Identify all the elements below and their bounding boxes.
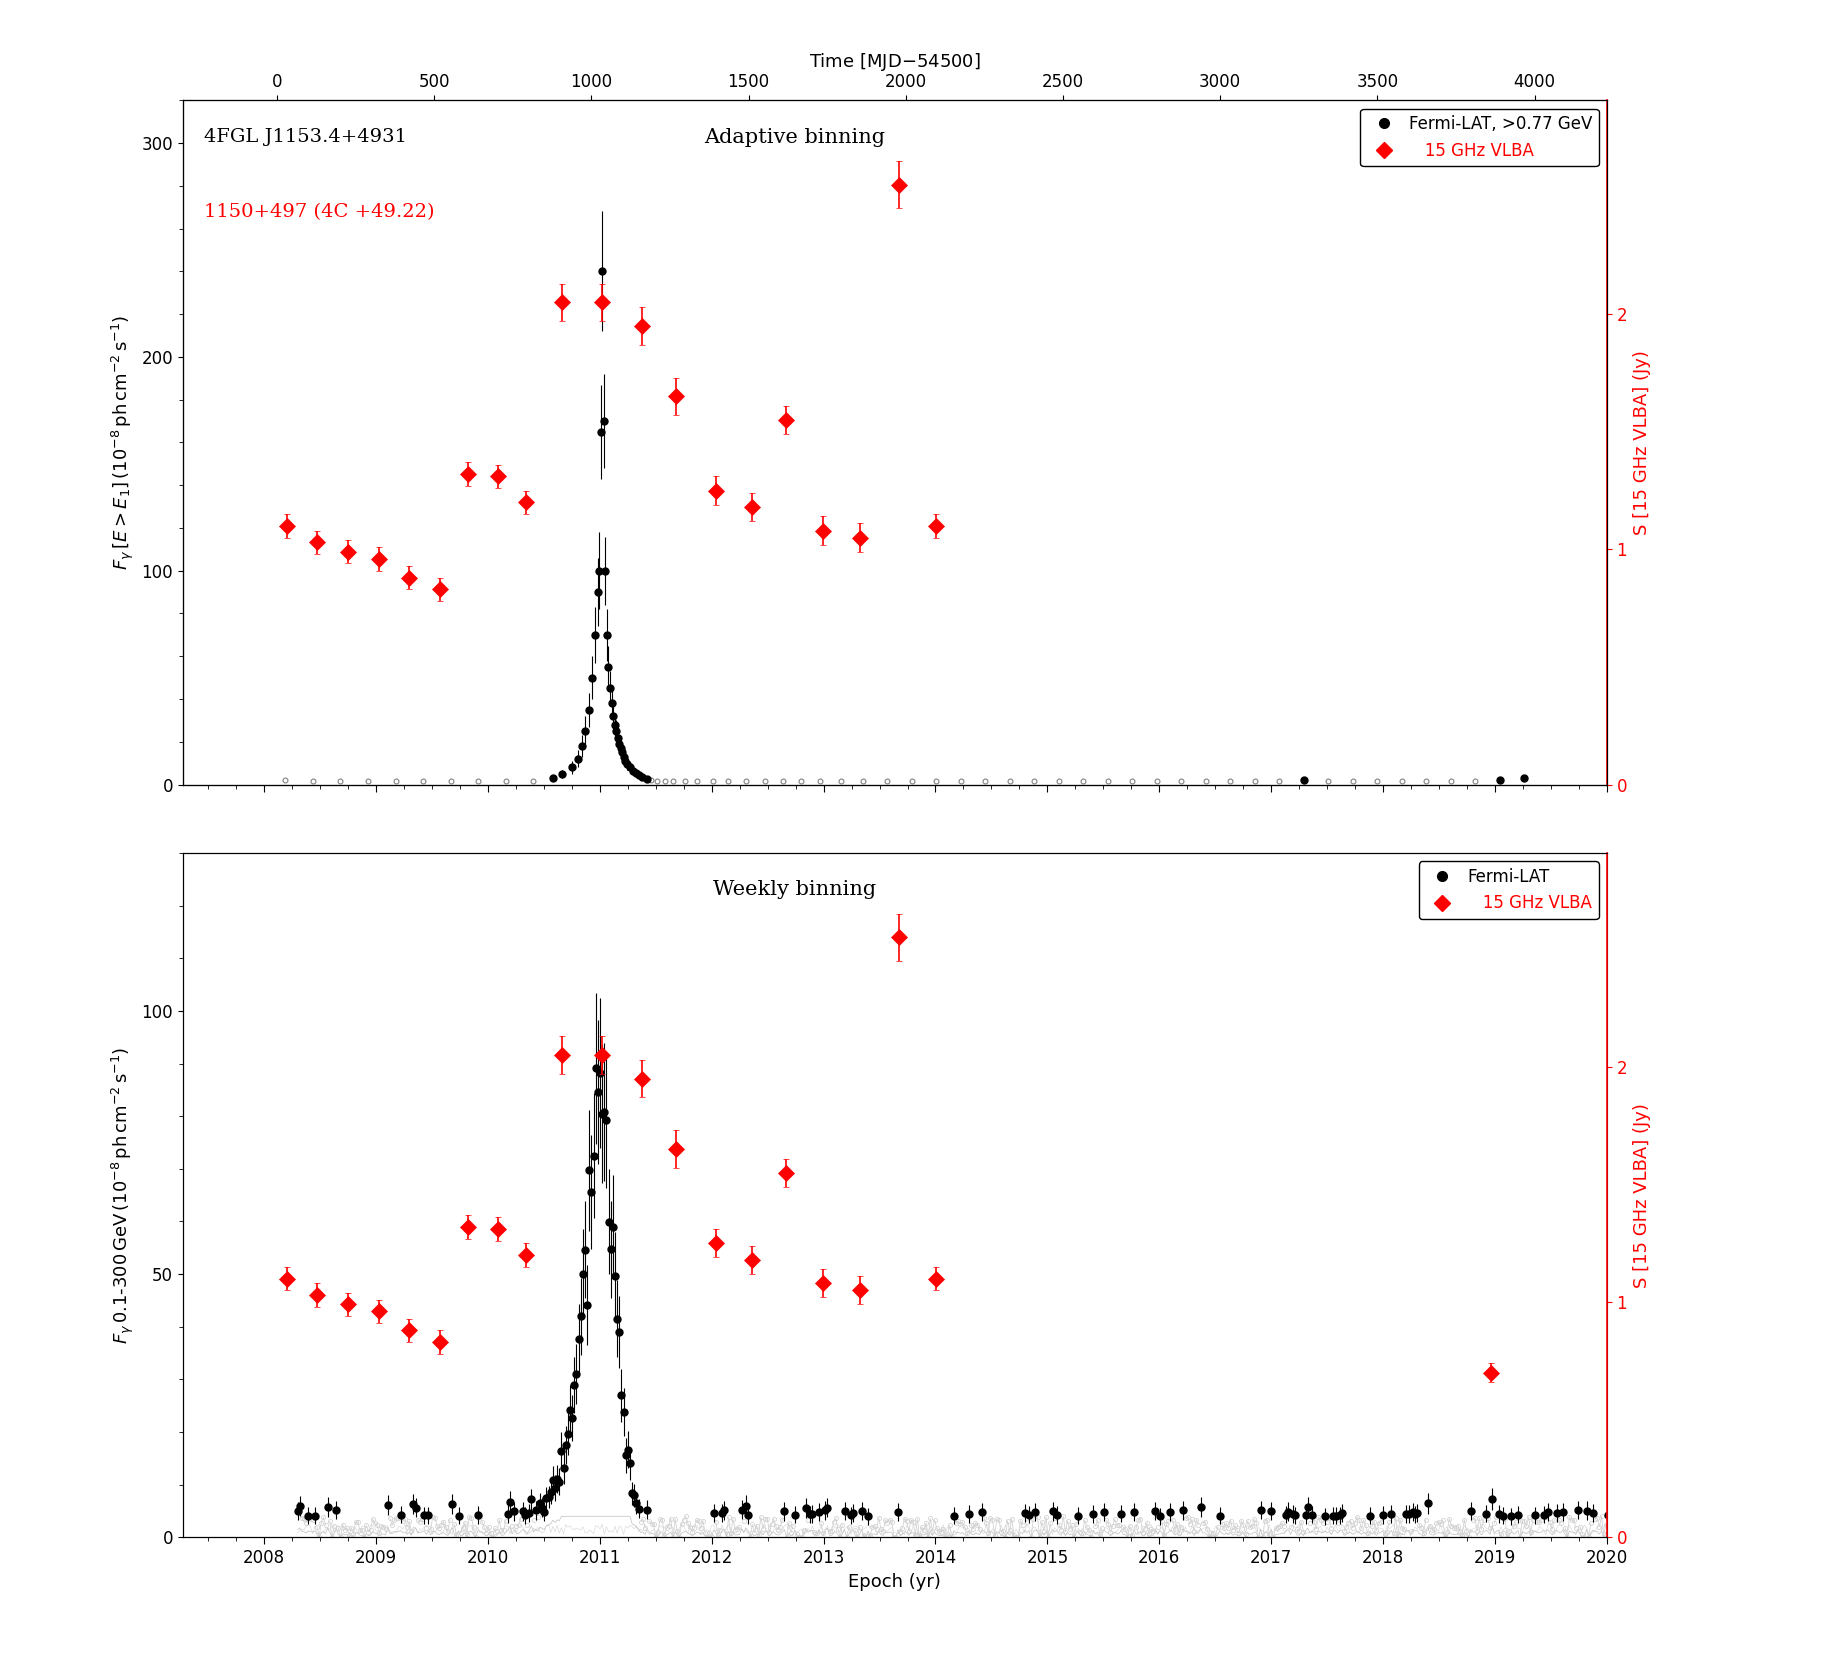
Legend: Fermi-LAT,    15 GHz VLBA: Fermi-LAT, 15 GHz VLBA [1419, 861, 1598, 919]
X-axis label: Time [MJD$-$54500]: Time [MJD$-$54500] [809, 52, 981, 74]
Y-axis label: $F_{\gamma}\,0.1\text{-}300\,\mathrm{GeV}\,(10^{-8}\,\mathrm{ph\,cm^{-2}\,s^{-1}: $F_{\gamma}\,0.1\text{-}300\,\mathrm{GeV… [110, 1046, 135, 1343]
Text: Adaptive binning: Adaptive binning [705, 127, 886, 147]
Y-axis label: S [15 GHz VLBA] (Jy): S [15 GHz VLBA] (Jy) [1632, 349, 1651, 535]
Text: 1150+497 (4C +49.22): 1150+497 (4C +49.22) [205, 202, 435, 221]
Legend: Fermi-LAT, >0.77 GeV,    15 GHz VLBA: Fermi-LAT, >0.77 GeV, 15 GHz VLBA [1360, 109, 1598, 165]
Y-axis label: S [15 GHz VLBA] (Jy): S [15 GHz VLBA] (Jy) [1632, 1103, 1651, 1288]
X-axis label: Epoch (yr): Epoch (yr) [849, 1572, 940, 1591]
Text: 4FGL J1153.4+4931: 4FGL J1153.4+4931 [205, 127, 407, 145]
Text: Weekly binning: Weekly binning [714, 881, 876, 899]
Y-axis label: $F_{\gamma}\,[E>E_1]\,(10^{-8}\,\mathrm{ph\,cm^{-2}\,s^{-1}})$: $F_{\gamma}\,[E>E_1]\,(10^{-8}\,\mathrm{… [110, 314, 135, 570]
